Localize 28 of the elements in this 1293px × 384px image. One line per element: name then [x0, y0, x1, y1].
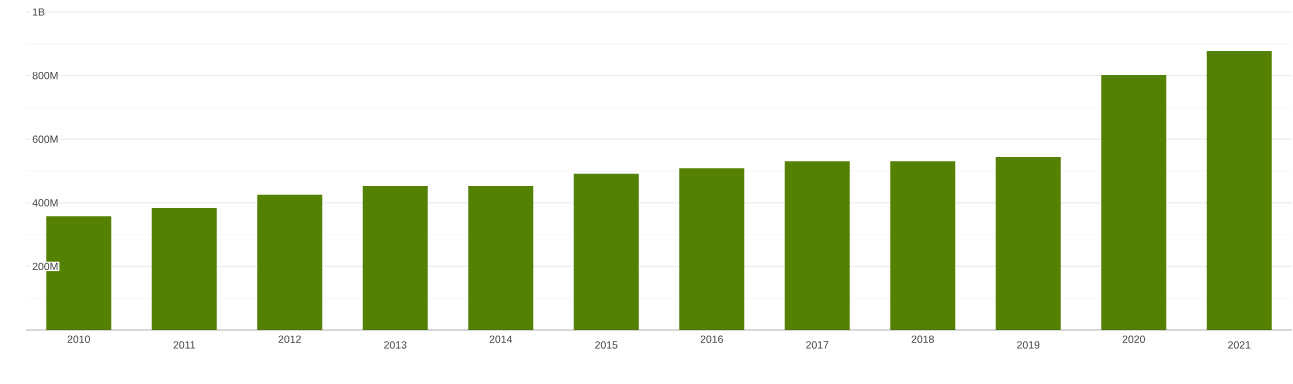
x-tick-label: 2014: [489, 335, 513, 343]
y-tick-label: 1B: [32, 8, 45, 16]
bar: [1206, 51, 1272, 330]
x-tick-label: 2015: [595, 341, 618, 349]
x-tick-label: 2017: [806, 341, 829, 349]
bar: [257, 194, 323, 330]
bar: [679, 168, 745, 330]
bar: [573, 173, 639, 330]
x-tick-label: 2010: [67, 335, 90, 343]
x-tick-label: 2019: [1017, 341, 1040, 349]
bar: [151, 207, 217, 330]
bar: [1101, 74, 1167, 330]
x-tick-label: 2012: [278, 335, 301, 343]
x-tick-label: 2020: [1122, 335, 1145, 343]
bar: [468, 185, 534, 330]
y-tick-label: 800M: [32, 71, 58, 80]
bar: [890, 161, 956, 330]
y-tick-label: 200M: [32, 262, 58, 271]
x-tick-label: 2011: [173, 341, 195, 349]
x-tick-label: 2018: [911, 335, 934, 343]
x-tick-label: 2021: [1228, 341, 1251, 349]
y-tick-label: 600M: [32, 135, 58, 143]
x-tick-label: 2013: [384, 341, 407, 349]
bar: [784, 161, 850, 330]
bar: [995, 157, 1061, 330]
x-tick-label: 2016: [700, 335, 723, 343]
bar: [362, 185, 428, 330]
y-tick-label: 400M: [32, 199, 58, 207]
